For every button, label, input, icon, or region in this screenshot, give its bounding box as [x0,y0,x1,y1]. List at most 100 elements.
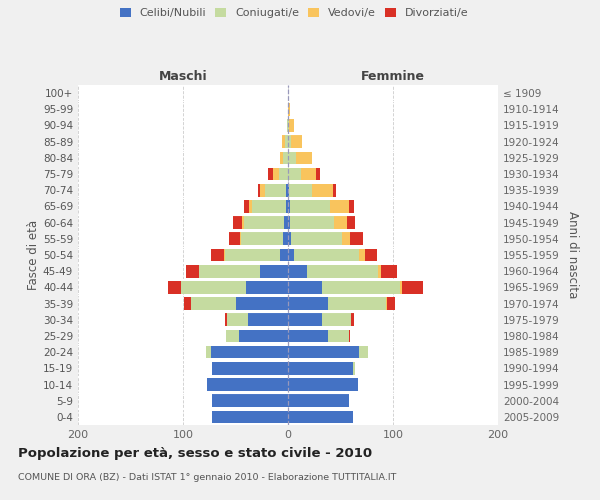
Bar [291,136,302,148]
Bar [288,281,322,293]
Bar [379,265,382,278]
Bar [288,200,290,212]
Bar [226,330,239,342]
Bar [211,346,288,358]
Bar [211,248,224,262]
Bar [295,248,359,262]
Bar [322,281,400,293]
Bar [301,168,316,180]
Bar [280,152,283,164]
Bar [249,200,252,212]
Bar [349,200,354,212]
Bar [260,184,265,196]
Text: Popolazione per età, sesso e stato civile - 2010: Popolazione per età, sesso e stato civil… [18,448,372,460]
Bar [288,248,295,262]
Bar [212,362,288,374]
Bar [307,265,379,278]
Bar [353,362,355,374]
Text: Maschi: Maschi [158,70,208,84]
Bar [334,216,347,229]
Bar [283,232,288,245]
Bar [288,298,328,310]
Bar [224,248,225,262]
Bar [403,281,424,293]
Bar [365,248,377,262]
Bar [288,168,301,180]
Bar [240,232,241,245]
Bar [286,184,288,196]
Bar [233,216,242,229]
Bar [288,362,353,374]
Bar [288,136,291,148]
Bar [316,168,320,180]
Bar [288,152,296,164]
Bar [288,346,359,358]
Bar [382,265,397,278]
Bar [241,232,283,245]
Bar [286,200,288,212]
Bar [181,281,246,293]
Bar [359,248,365,262]
Bar [244,200,249,212]
Text: COMUNE DI ORA (BZ) - Dati ISTAT 1° gennaio 2010 - Elaborazione TUTTITALIA.IT: COMUNE DI ORA (BZ) - Dati ISTAT 1° genna… [18,472,397,482]
Bar [296,152,312,164]
Bar [235,298,288,310]
Bar [207,378,288,391]
Bar [290,216,334,229]
Bar [341,232,350,245]
Bar [227,314,248,326]
Bar [283,152,288,164]
Bar [199,265,260,278]
Bar [288,103,290,116]
Bar [246,281,288,293]
Bar [184,298,191,310]
Bar [350,232,362,245]
Bar [330,200,349,212]
Y-axis label: Fasce di età: Fasce di età [27,220,40,290]
Bar [244,216,284,229]
Bar [291,232,341,245]
Bar [282,136,285,148]
Bar [168,281,181,293]
Y-axis label: Anni di nascita: Anni di nascita [566,212,579,298]
Text: Femmine: Femmine [361,70,425,84]
Bar [288,378,358,391]
Bar [225,248,280,262]
Bar [349,330,350,342]
Bar [288,184,289,196]
Bar [288,410,353,423]
Bar [225,314,227,326]
Bar [212,410,288,423]
Bar [288,216,290,229]
Bar [287,119,288,132]
Bar [328,298,386,310]
Bar [252,200,286,212]
Bar [288,265,307,278]
Bar [268,168,274,180]
Bar [290,200,330,212]
Bar [288,314,322,326]
Bar [359,346,368,358]
Bar [351,314,354,326]
Bar [288,119,289,132]
Bar [328,330,349,342]
Bar [312,184,333,196]
Bar [206,346,211,358]
Bar [260,265,288,278]
Bar [400,281,403,293]
Bar [284,216,288,229]
Bar [289,119,295,132]
Bar [265,184,286,196]
Bar [229,232,240,245]
Bar [288,330,328,342]
Bar [322,314,351,326]
Bar [285,136,288,148]
Bar [242,216,244,229]
Bar [347,216,355,229]
Bar [333,184,337,196]
Bar [280,248,288,262]
Bar [386,298,387,310]
Bar [278,168,288,180]
Bar [288,232,291,245]
Bar [239,330,288,342]
